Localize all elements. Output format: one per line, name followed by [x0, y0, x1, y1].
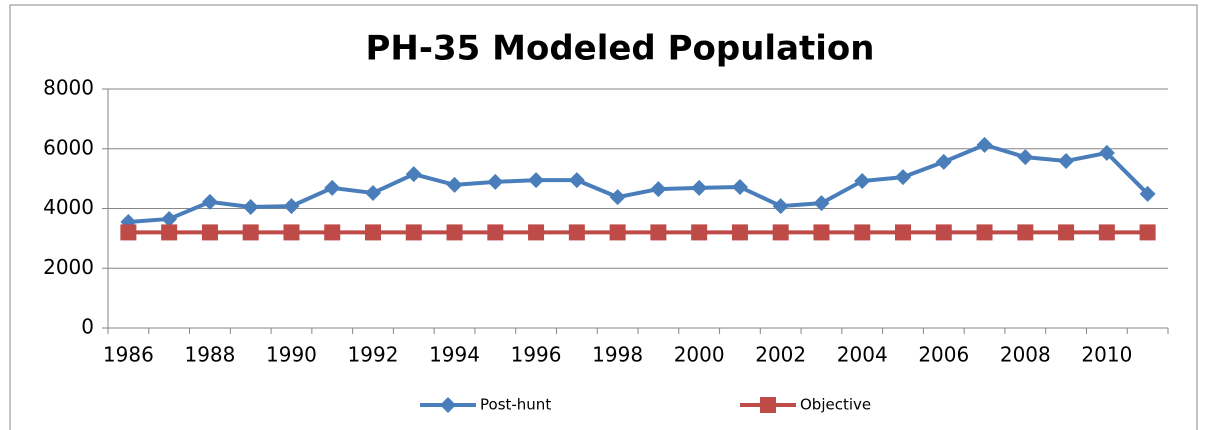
- point: [528, 224, 545, 241]
- point: [1098, 224, 1115, 241]
- point: [772, 198, 789, 215]
- point: [201, 224, 218, 241]
- point: [976, 224, 993, 241]
- point: [528, 172, 545, 189]
- point: [731, 178, 748, 195]
- y-tick-label: 8000: [43, 76, 94, 100]
- point: [1139, 185, 1156, 202]
- x-tick-label: 1998: [592, 343, 643, 367]
- point: [976, 136, 993, 153]
- legend-marker: [440, 397, 456, 413]
- point: [895, 169, 911, 186]
- point: [365, 224, 381, 241]
- point: [650, 181, 667, 198]
- chart-frame: [9, 4, 1198, 430]
- point: [609, 189, 626, 206]
- point: [201, 193, 218, 210]
- x-tick-label: 1996: [511, 343, 562, 367]
- x-tick-label: 1988: [184, 343, 235, 367]
- point: [446, 176, 463, 193]
- point: [568, 224, 585, 241]
- y-tick-label: 0: [81, 315, 94, 339]
- point: [1058, 224, 1075, 241]
- point: [242, 224, 259, 241]
- point: [405, 166, 422, 183]
- x-tick-label: 1986: [103, 343, 154, 367]
- point: [731, 224, 748, 241]
- point: [935, 224, 952, 241]
- chart-title: PH-35 Modeled Population: [365, 29, 874, 69]
- x-tick-label: 2000: [674, 343, 725, 367]
- point: [935, 153, 952, 170]
- point: [120, 224, 137, 241]
- legend-label: Objective: [800, 396, 871, 414]
- point: [813, 224, 830, 241]
- legend-marker: [760, 397, 776, 413]
- point: [487, 173, 504, 190]
- point: [283, 198, 300, 215]
- point: [609, 224, 626, 241]
- point: [161, 210, 178, 227]
- point: [324, 224, 341, 241]
- x-tick-label: 1990: [266, 343, 317, 367]
- point: [895, 224, 911, 241]
- point: [487, 224, 504, 241]
- point: [650, 224, 667, 241]
- point: [1058, 152, 1075, 169]
- x-tick-label: 2004: [837, 343, 888, 367]
- point: [568, 172, 585, 189]
- x-tick-label: 2002: [755, 343, 806, 367]
- point: [324, 179, 341, 196]
- point: [161, 224, 178, 241]
- x-tick-label: 2010: [1081, 343, 1132, 367]
- point: [691, 179, 708, 196]
- point: [691, 224, 708, 241]
- point: [283, 224, 300, 241]
- point: [242, 199, 259, 216]
- x-tick-label: 1992: [348, 343, 399, 367]
- point: [1139, 224, 1156, 241]
- y-tick-label: 2000: [43, 255, 94, 279]
- x-tick-label: 2006: [918, 343, 969, 367]
- y-tick-label: 4000: [43, 195, 94, 219]
- point: [405, 224, 422, 241]
- point: [446, 224, 463, 241]
- x-tick-label: 2008: [1000, 343, 1051, 367]
- point: [854, 224, 871, 241]
- point: [813, 195, 830, 212]
- y-tick-label: 6000: [43, 135, 94, 159]
- point: [365, 184, 381, 201]
- series-line: [128, 142, 1150, 224]
- legend-label: Post-hunt: [480, 396, 551, 414]
- x-tick-label: 1994: [429, 343, 480, 367]
- point: [1017, 224, 1034, 241]
- point: [854, 173, 871, 190]
- point: [772, 224, 789, 241]
- point: [1017, 149, 1034, 166]
- point: [1098, 144, 1115, 161]
